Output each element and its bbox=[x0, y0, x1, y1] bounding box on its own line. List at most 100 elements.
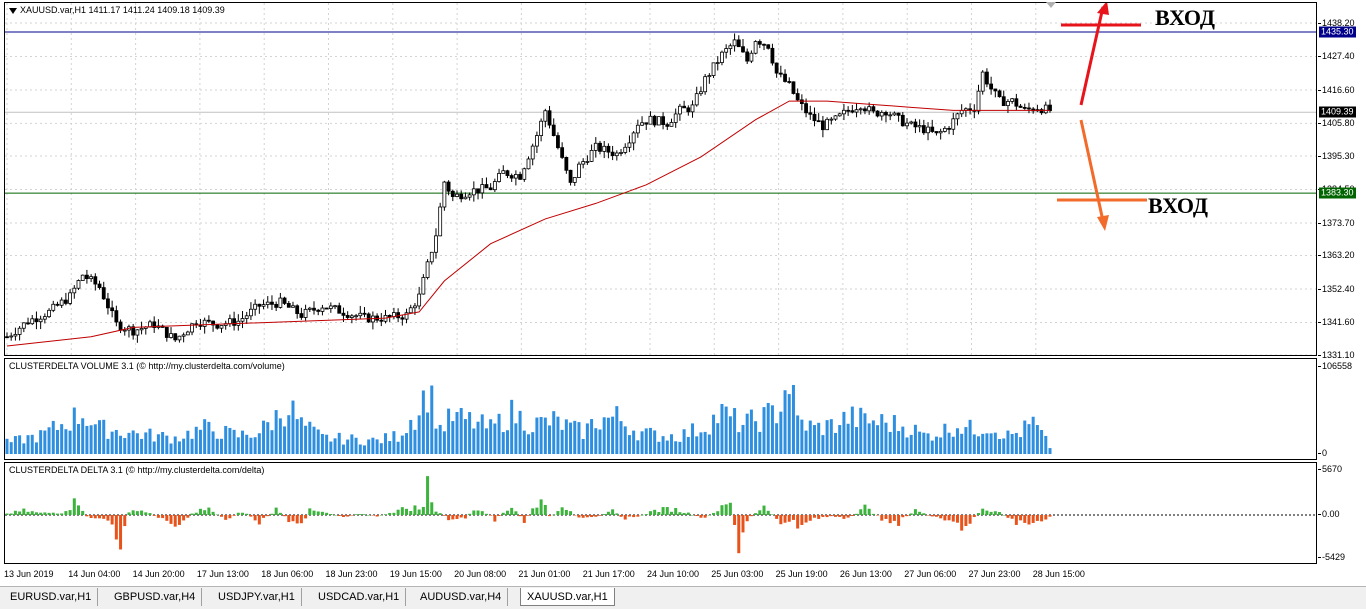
delta-bar bbox=[716, 511, 720, 515]
candle-body bbox=[808, 112, 813, 115]
candle-body bbox=[673, 113, 678, 123]
candle-body bbox=[219, 325, 224, 329]
volume-indicator-pane[interactable]: CLUSTERDELTA VOLUME 3.1 (© http://my.clu… bbox=[4, 358, 1317, 460]
candle-body bbox=[63, 299, 68, 304]
candle-body bbox=[471, 188, 476, 196]
candle bbox=[892, 111, 897, 116]
chart-tab[interactable]: XAUUSD.var,H1 bbox=[520, 588, 615, 606]
volume-bar bbox=[855, 427, 859, 454]
delta-bar bbox=[737, 515, 741, 554]
candle-body bbox=[455, 193, 459, 197]
candle bbox=[980, 70, 985, 95]
candle-body bbox=[850, 110, 855, 113]
volume-bar bbox=[1044, 435, 1048, 454]
candle bbox=[400, 314, 405, 326]
candle-body bbox=[707, 75, 712, 78]
candle bbox=[770, 43, 775, 66]
candle-body bbox=[976, 90, 981, 112]
candle bbox=[900, 112, 905, 127]
candle-body bbox=[741, 46, 745, 53]
volume-bar bbox=[985, 433, 989, 454]
delta-bar bbox=[152, 515, 156, 516]
delta-bar bbox=[968, 515, 972, 524]
candle bbox=[736, 35, 741, 48]
volume-bar bbox=[846, 423, 850, 454]
volume-bar bbox=[312, 426, 316, 454]
candle bbox=[9, 332, 14, 341]
delta-bar bbox=[859, 509, 863, 515]
candle bbox=[5, 332, 9, 339]
delta-bar bbox=[993, 511, 997, 515]
candle-body bbox=[509, 175, 514, 179]
volume-bar bbox=[1006, 430, 1010, 454]
chart-tab[interactable]: EURUSD.var,H1 bbox=[4, 588, 99, 606]
delta-bar bbox=[981, 508, 985, 515]
candle bbox=[947, 126, 951, 135]
volume-bar bbox=[783, 390, 787, 454]
candle bbox=[1018, 104, 1023, 108]
candle-body bbox=[778, 72, 783, 75]
volume-bar bbox=[531, 432, 535, 454]
delta-bar bbox=[585, 515, 589, 518]
volume-bar bbox=[110, 431, 114, 454]
volume-bar bbox=[686, 436, 690, 454]
volume-bar bbox=[409, 419, 413, 454]
candle-body bbox=[429, 251, 434, 263]
sell-entry-label: ВХОД bbox=[1148, 193, 1209, 218]
candle-body bbox=[955, 113, 960, 120]
candle bbox=[156, 319, 161, 330]
volume-bar bbox=[438, 424, 442, 454]
candle-body bbox=[316, 309, 321, 312]
chart-tab[interactable]: GBPUSD.var,H4 bbox=[108, 588, 203, 606]
chart-tab[interactable]: USDJPY.var,H1 bbox=[212, 588, 302, 606]
candle bbox=[299, 307, 304, 320]
volume-bar bbox=[249, 437, 253, 454]
delta-bar bbox=[1040, 515, 1044, 522]
candle bbox=[497, 168, 501, 183]
candle bbox=[127, 324, 131, 338]
candle-body bbox=[947, 127, 951, 130]
delta-bar bbox=[876, 515, 880, 516]
chart-tab[interactable]: AUDUSD.var,H4 bbox=[414, 588, 509, 606]
price-tick-mark bbox=[1318, 89, 1321, 91]
candle-body bbox=[863, 108, 867, 112]
chart-tab[interactable]: USDCAD.var,H1 bbox=[312, 588, 407, 606]
volume-bar bbox=[682, 429, 686, 454]
candle bbox=[631, 131, 636, 151]
candle-body bbox=[492, 181, 497, 191]
time-tick-label: 27 Jun 23:00 bbox=[968, 569, 1021, 579]
candle bbox=[291, 301, 295, 308]
chart-shift-marker[interactable] bbox=[1046, 2, 1056, 8]
delta-bar bbox=[627, 515, 631, 517]
candle bbox=[602, 140, 607, 159]
candle-body bbox=[699, 91, 703, 95]
volume-bar bbox=[375, 439, 379, 454]
delta-indicator-pane[interactable]: CLUSTERDELTA DELTA 3.1 (© http://my.clus… bbox=[4, 462, 1317, 564]
volume-bar bbox=[623, 426, 627, 454]
delta-bar bbox=[918, 511, 922, 515]
delta-bar bbox=[602, 514, 606, 515]
delta-bar bbox=[972, 515, 976, 518]
candle bbox=[993, 88, 998, 98]
delta-bar bbox=[636, 515, 640, 517]
candle bbox=[463, 192, 468, 200]
candle-body bbox=[463, 196, 468, 200]
candle-body bbox=[1006, 100, 1010, 107]
volume-bar bbox=[556, 416, 560, 454]
candle-body bbox=[825, 118, 830, 131]
candle bbox=[181, 332, 186, 343]
candle-body bbox=[513, 174, 518, 179]
delta-bar bbox=[211, 511, 215, 515]
delta-bar bbox=[1044, 515, 1048, 520]
volume-bar bbox=[943, 423, 947, 454]
delta-bar bbox=[564, 509, 568, 515]
candle bbox=[783, 69, 787, 83]
candle-body bbox=[13, 334, 18, 337]
volume-bar bbox=[232, 429, 236, 454]
candle bbox=[232, 311, 237, 331]
volume-bar bbox=[72, 407, 76, 454]
price-axis: 1438.201427.401416.601405.801395.301384.… bbox=[1318, 2, 1366, 360]
volume-bar bbox=[190, 438, 194, 454]
candle-body bbox=[442, 181, 447, 208]
price-chart-pane[interactable]: XAUUSD.var,H1 1411.17 1411.24 1409.18 14… bbox=[4, 2, 1317, 356]
